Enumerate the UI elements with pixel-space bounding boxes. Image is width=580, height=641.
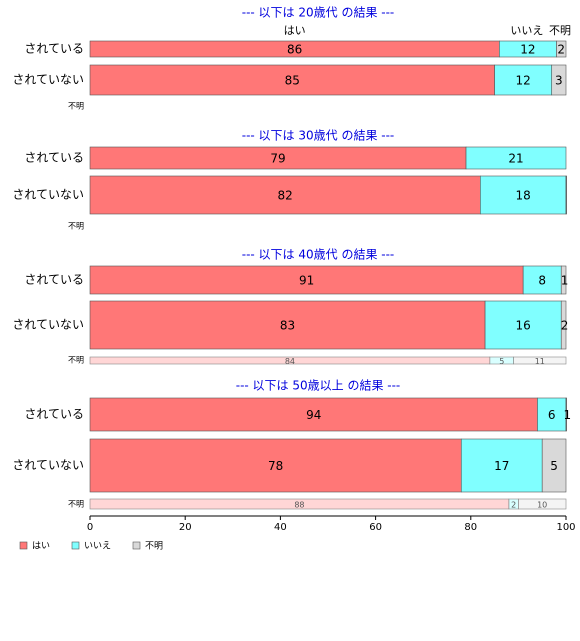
- x-tick-label-2: 40: [274, 522, 287, 533]
- bar-category-label-0-1: されていない: [12, 73, 84, 87]
- bar-3-1-label-no: 17: [494, 459, 509, 473]
- bar-2-0-segment-unknown: [560, 265, 567, 295]
- bar-2-1-label-yes: 83: [280, 319, 295, 333]
- bar-category-label-2-0: されている: [24, 273, 84, 287]
- unknown-row-2-label-no: 5: [499, 357, 504, 366]
- legend-label-unknown: 不明: [145, 541, 163, 552]
- bar-3-0-segment-no: [537, 397, 567, 432]
- bar-0-1-label-yes: 85: [285, 74, 300, 88]
- bar-3-0-segment-unknown: [565, 397, 567, 432]
- bar-3-0-segment-yes: [89, 397, 538, 432]
- bar-2-0-label-yes: 91: [299, 274, 314, 288]
- bar-3-1-label-yes: 78: [268, 459, 283, 473]
- bar-3-1-segment-yes: [89, 438, 462, 493]
- unknown-row-label-0: 不明: [68, 102, 84, 111]
- legend-label-yes: はい: [32, 541, 50, 552]
- unknown-row-2-segment-unknown: [513, 356, 567, 365]
- panel-title-2: --- 以下は 40歳代 の結果 ---: [242, 248, 395, 262]
- unknown-row-2-label-yes: 84: [285, 357, 295, 366]
- legend-label-no: いいえ: [84, 541, 111, 552]
- panel-title-0: --- 以下は 20歳代 の結果 ---: [242, 6, 395, 20]
- bar-0-1-segment-no: [494, 64, 553, 96]
- column-header-no: いいえ: [510, 24, 543, 37]
- bar-0-0-label-unknown: 2: [557, 43, 565, 57]
- bar-1-0-label-yes: 79: [270, 152, 285, 166]
- bar-1-1-segment-no: [480, 175, 567, 215]
- bar-0-1-label-no: 12: [516, 74, 531, 88]
- bar-3-1-segment-no: [460, 438, 543, 493]
- bar-2-0-label-unknown: 1: [561, 274, 569, 288]
- bar-2-1-segment-no: [484, 300, 562, 350]
- bar-category-label-1-1: されていない: [12, 188, 84, 202]
- column-header-yes: はい: [284, 24, 306, 37]
- unknown-row-3-segment-unknown: [518, 498, 567, 510]
- x-tick-label-1: 20: [179, 522, 192, 533]
- bar-3-0-label-unknown: 1: [563, 408, 571, 422]
- bar-3-1-label-unknown: 5: [550, 459, 558, 473]
- bar-category-label-3-1: されていない: [12, 458, 84, 472]
- unknown-row-label-1: 不明: [68, 222, 84, 231]
- x-tick-label-0: 0: [87, 522, 93, 533]
- bar-category-label-0-0: されている: [24, 42, 84, 56]
- bar-1-0-segment-no: [465, 146, 567, 170]
- unknown-row-2-label-unknown: 11: [535, 357, 545, 366]
- x-tick-label-5: 100: [556, 522, 575, 533]
- bar-3-0-label-yes: 94: [306, 408, 321, 422]
- legend-swatch-no: [71, 541, 80, 550]
- bar-2-0-segment-yes: [89, 265, 524, 295]
- legend-swatch-unknown: [132, 541, 141, 550]
- bar-1-1-label-no: 18: [516, 189, 531, 203]
- unknown-row-3-label-unknown: 10: [537, 501, 547, 510]
- bar-2-1-segment-unknown: [560, 300, 567, 350]
- bar-1-0-label-no: 21: [508, 152, 523, 166]
- bar-3-1-segment-unknown: [541, 438, 567, 493]
- panel-title-3: --- 以下は 50歳以上 の結果 ---: [236, 379, 401, 393]
- bar-category-label-2-1: されていない: [12, 318, 84, 332]
- legend-swatch-yes: [19, 541, 28, 550]
- bar-1-1-segment-unknown: [565, 175, 567, 215]
- bar-2-0-label-no: 8: [538, 274, 546, 288]
- bar-0-0-label-yes: 86: [287, 43, 302, 57]
- bar-2-1-segment-yes: [89, 300, 486, 350]
- unknown-row-3-label-no: 2: [511, 501, 516, 510]
- bar-0-1-label-unknown: 3: [555, 74, 563, 88]
- panel-title-1: --- 以下は 30歳代 の結果 ---: [242, 129, 395, 143]
- bar-category-label-1-0: されている: [24, 151, 84, 165]
- bar-3-0-label-no: 6: [548, 408, 556, 422]
- bar-0-1-segment-unknown: [551, 64, 567, 96]
- bar-category-label-3-0: されている: [24, 407, 84, 421]
- column-header-unknown: 不明: [549, 24, 571, 37]
- unknown-row-3-label-yes: 88: [294, 501, 304, 510]
- x-tick-label-4: 80: [464, 522, 477, 533]
- bar-1-1-label-yes: 82: [278, 189, 293, 203]
- bar-2-1-label-unknown: 2: [561, 319, 569, 333]
- bar-2-1-label-no: 16: [516, 319, 531, 333]
- unknown-row-label-3: 不明: [68, 500, 84, 509]
- bar-2-0-segment-no: [522, 265, 562, 295]
- bar-0-0-label-no: 12: [520, 43, 535, 57]
- bar-0-0-segment-unknown: [556, 40, 567, 58]
- unknown-row-label-2: 不明: [68, 356, 84, 365]
- x-tick-label-3: 60: [369, 522, 382, 533]
